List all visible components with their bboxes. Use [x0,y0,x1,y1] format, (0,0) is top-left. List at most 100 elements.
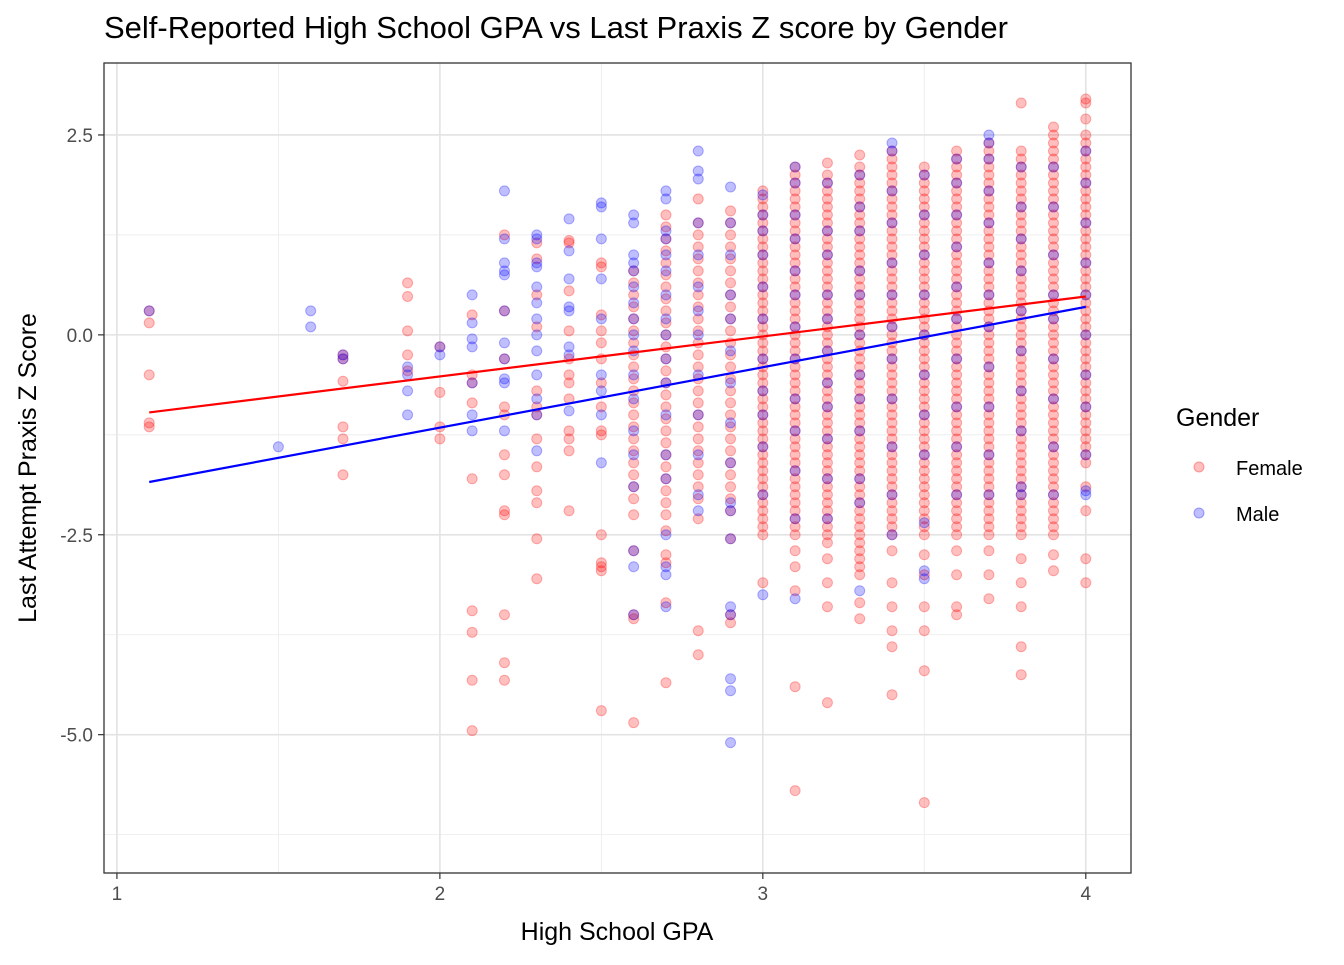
point-male [660,473,672,485]
point-female [886,185,898,197]
point-female [886,497,898,509]
point-female [628,493,640,505]
point-male [821,177,833,189]
point-female [983,393,995,405]
point-female [854,409,866,421]
point-female [563,433,575,445]
point-female [854,233,866,245]
point-female [854,457,866,469]
point-female [951,145,963,157]
point-female [821,401,833,413]
point-female [466,626,478,638]
x-axis-label: High School GPA [521,918,714,946]
point-male [595,457,607,469]
point-female [886,433,898,445]
point-female [983,257,995,269]
point-female [725,301,737,313]
point-female [660,293,672,305]
point-female [951,225,963,237]
y-tick-label: -2.5 [60,526,93,547]
point-female [595,309,607,321]
point-male [983,137,995,149]
point-male [531,345,543,357]
point-female [692,241,704,253]
point-male [821,433,833,445]
point-female [886,193,898,205]
point-female [595,565,607,577]
point-female [886,305,898,317]
point-male [628,545,640,557]
point-male [983,153,995,165]
point-female [1047,137,1059,149]
point-female [1015,385,1027,397]
point-female [951,385,963,397]
point-female [886,281,898,293]
point-male [725,377,737,389]
point-female [628,277,640,289]
point-female [1080,321,1092,333]
point-male [498,305,510,317]
point-male [660,329,672,341]
point-female [854,441,866,453]
point-female [886,257,898,269]
point-female [1080,273,1092,285]
point-female [1047,345,1059,357]
point-female [757,233,769,245]
point-female [918,489,930,501]
point-male [854,473,866,485]
legend-label-male: Male [1236,504,1279,526]
point-female [951,433,963,445]
point-male [628,329,640,341]
point-female [821,449,833,461]
point-female [757,513,769,525]
point-male [1015,481,1027,493]
point-male [1047,353,1059,365]
point-male [563,405,575,417]
point-female [918,201,930,213]
point-female [854,377,866,389]
point-female [854,201,866,213]
point-female [789,289,801,301]
legend-title: Gender [1176,404,1259,432]
point-male [1015,161,1027,173]
point-female [1015,377,1027,389]
point-female [918,409,930,421]
point-female [821,361,833,373]
point-female [918,297,930,309]
point-female [692,361,704,373]
point-female [886,233,898,245]
point-female [951,457,963,469]
point-female [854,449,866,461]
point-male [983,361,995,373]
point-female [1047,337,1059,349]
point-female [337,375,349,387]
point-male [951,401,963,413]
point-male [1015,385,1027,397]
point-male [983,489,995,501]
point-male [660,265,672,277]
point-female [1015,217,1027,229]
point-female [757,505,769,517]
point-male [757,225,769,237]
point-female [1047,193,1059,205]
point-female [466,674,478,686]
point-female [854,537,866,549]
point-female [1047,393,1059,405]
point-female [951,377,963,389]
point-female [789,217,801,229]
point-female [660,549,672,561]
point-female [983,529,995,541]
point-female [1015,433,1027,445]
legend: Gender Female Male [1176,404,1303,526]
point-female [1047,385,1059,397]
point-female [1047,481,1059,493]
point-male [886,393,898,405]
point-female [563,237,575,249]
point-female [628,265,640,277]
point-male [951,153,963,165]
point-female [692,397,704,409]
point-female [660,449,672,461]
point-male [498,425,510,437]
point-female [789,545,801,557]
point-male [854,201,866,213]
